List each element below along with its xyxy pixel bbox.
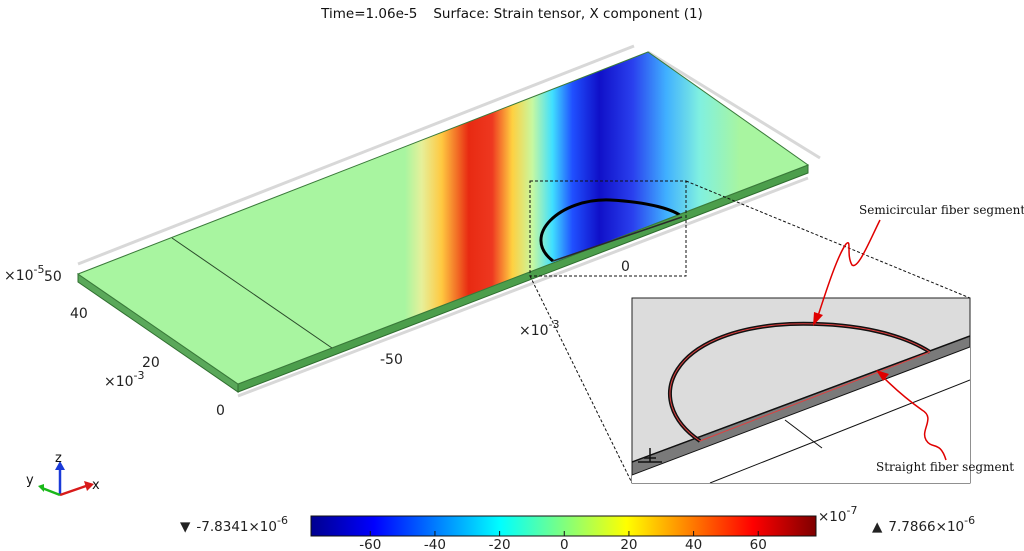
y-exp-2: ×10-3 <box>104 369 145 390</box>
y-tick-0: 0 <box>216 403 225 419</box>
svg-text:z: z <box>55 451 62 466</box>
inset-triad-icon <box>638 448 662 463</box>
svg-text:x: x <box>92 478 100 493</box>
colorbar-ticks: -60 -40 -20 0 20 40 60 <box>359 531 767 551</box>
colorbar-scale: ×10-7 <box>818 504 857 525</box>
colorbar-tick-label: 20 <box>620 537 637 551</box>
colorbar-tick-label: 0 <box>560 537 569 551</box>
y-tick-20: 20 <box>142 355 160 371</box>
inset-detail <box>631 297 971 484</box>
zoom-line-bottom <box>529 275 633 484</box>
svg-text:Semicircular fiber segment: Semicircular fiber segment <box>859 203 1024 217</box>
svg-text:Straight fiber segment: Straight fiber segment <box>876 460 1014 474</box>
plate-surface <box>76 51 810 385</box>
colorbar: -60 -40 -20 0 20 40 60 ▼ -7.8341×10-6 ▲ 7.7866×1… <box>180 504 975 551</box>
time-label: Time=1.06e-5 <box>321 6 418 22</box>
colorbar-max: ▲ 7.7866×10-6 <box>872 514 975 535</box>
colorbar-tick-label: -60 <box>359 537 381 551</box>
x-tick-0: 0 <box>621 259 630 275</box>
zoom-line-top <box>685 180 971 299</box>
colorbar-tick-label: 40 <box>685 537 702 551</box>
semicircular-fiber <box>539 198 684 263</box>
x-tick-m50: -50 <box>380 352 403 368</box>
x-exp: ×10-3 <box>519 318 560 339</box>
colorbar-gradient <box>310 515 817 537</box>
annotation-semicircular: Semicircular fiber segment <box>813 203 1024 326</box>
plot-title: Time=1.06e-5 Surface: Strain tensor, X co… <box>0 6 1024 22</box>
annotation-straight: Straight fiber segment <box>876 370 1014 474</box>
colorbar-tick-label: -40 <box>424 537 446 551</box>
y-tick-50: 50 <box>44 269 62 285</box>
straight-fiber <box>552 216 683 262</box>
plate-divider-line <box>171 237 333 349</box>
colorbar-min: ▼ -7.8341×10-6 <box>180 514 288 535</box>
y-tick-40: 40 <box>70 306 88 322</box>
bounding-box <box>77 44 821 398</box>
zoom-box <box>529 180 687 277</box>
colorbar-tick-label: -20 <box>489 537 511 551</box>
axis-triad: z y x <box>26 451 100 497</box>
colorbar-tick-label: 60 <box>750 537 767 551</box>
svg-text:y: y <box>26 473 34 488</box>
surface-label: Surface: Strain tensor, X component (1) <box>433 6 703 22</box>
y-exp-left: ×10-5 <box>4 263 45 284</box>
